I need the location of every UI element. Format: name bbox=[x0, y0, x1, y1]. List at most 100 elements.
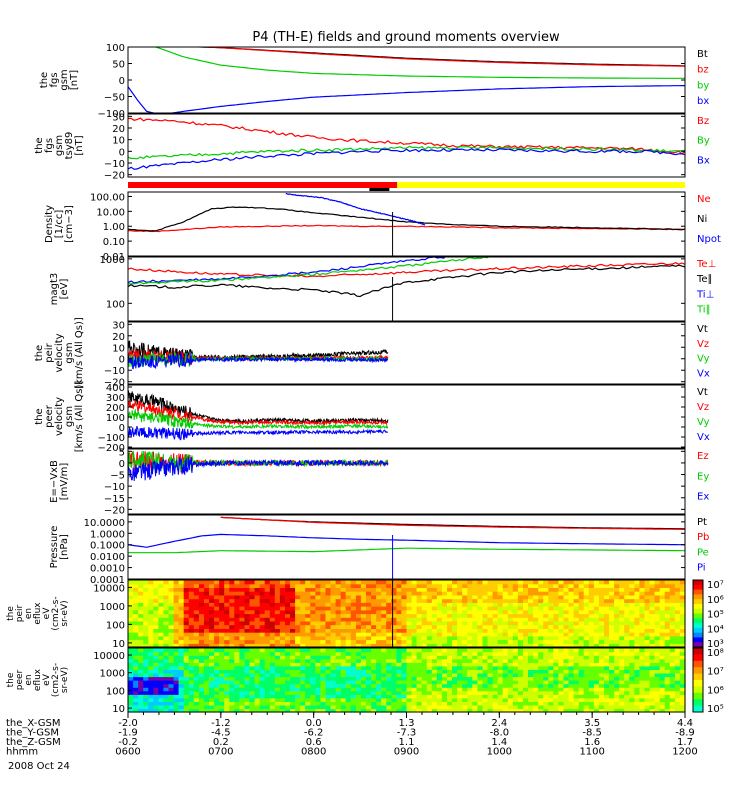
spec-cell bbox=[502, 665, 509, 670]
legend-peer_velocity-2: Vy bbox=[697, 417, 710, 428]
spec-cell bbox=[416, 594, 423, 600]
spec-cell bbox=[512, 617, 519, 622]
spec-cell bbox=[619, 624, 625, 629]
spec-cell bbox=[391, 708, 397, 713]
spec-cell bbox=[173, 643, 180, 648]
spec-cell bbox=[487, 687, 494, 692]
spec-cell bbox=[487, 632, 494, 637]
spec-cell bbox=[350, 648, 357, 653]
spec-cell bbox=[421, 651, 428, 656]
spec-cell bbox=[254, 662, 261, 667]
spec-cell bbox=[330, 639, 337, 644]
spec-cell bbox=[502, 617, 509, 622]
spec-cell bbox=[254, 606, 261, 611]
spec-cell bbox=[345, 580, 352, 585]
spec-cell bbox=[492, 606, 499, 611]
spec-cell bbox=[538, 662, 544, 667]
spec-cell bbox=[219, 617, 225, 622]
spec-cell bbox=[619, 655, 625, 660]
spec-cell bbox=[355, 648, 362, 653]
spec-cell bbox=[325, 609, 332, 615]
spec-cell bbox=[320, 662, 327, 667]
spec-cell bbox=[462, 672, 468, 678]
spec-cell bbox=[401, 583, 408, 588]
spec-cell bbox=[133, 606, 139, 611]
spec-cell bbox=[193, 662, 200, 667]
spec-cell bbox=[583, 651, 590, 656]
spec-cell bbox=[406, 669, 413, 674]
spec-cell bbox=[214, 632, 220, 637]
spec-cell bbox=[436, 655, 443, 660]
spec-cell bbox=[477, 683, 484, 688]
spec-cell bbox=[624, 580, 630, 585]
spec-cell bbox=[436, 683, 443, 688]
colorbar-cell bbox=[693, 642, 703, 648]
spec-cell bbox=[452, 665, 458, 670]
spec-cell bbox=[320, 665, 327, 670]
colorbar-label-peir_en_eflux-0: 10⁷ bbox=[707, 580, 724, 591]
spec-cell bbox=[654, 680, 661, 685]
spec-cell bbox=[431, 648, 438, 653]
spec-cell bbox=[386, 655, 392, 660]
spec-cell bbox=[128, 676, 134, 681]
spec-cell bbox=[679, 687, 686, 692]
spec-cell bbox=[649, 613, 656, 618]
ylabel-line-fgs_gsm_sub-4: [nT] bbox=[74, 135, 85, 155]
spec-cell bbox=[320, 708, 327, 713]
spec-cell bbox=[330, 683, 337, 688]
spec-cell bbox=[168, 708, 175, 713]
spec-cell bbox=[497, 665, 504, 670]
spec-cell bbox=[578, 655, 585, 660]
spec-cell bbox=[679, 690, 686, 695]
spec-cell bbox=[578, 697, 585, 702]
spec-cell bbox=[198, 669, 205, 674]
spec-cell bbox=[512, 669, 519, 674]
spec-cell bbox=[573, 676, 580, 681]
spec-cell bbox=[381, 606, 387, 611]
spec-cell bbox=[153, 583, 159, 588]
spec-cell bbox=[573, 665, 580, 670]
ylabel-line-peer_velocity-2: velocity bbox=[54, 397, 65, 436]
spec-cell bbox=[300, 648, 306, 653]
spec-cell bbox=[538, 628, 544, 633]
spec-cell bbox=[224, 690, 230, 695]
spec-cell bbox=[472, 639, 478, 644]
spec-cell bbox=[315, 609, 322, 615]
spec-cell bbox=[178, 643, 185, 648]
spec-cell bbox=[133, 639, 139, 644]
spec-cell bbox=[593, 580, 600, 585]
spec-cell bbox=[436, 620, 443, 626]
spec-cell bbox=[188, 655, 195, 660]
spec-cell bbox=[178, 617, 185, 622]
ylabel-line-fgs_gsm-3: [nT] bbox=[69, 70, 80, 90]
spec-cell bbox=[128, 672, 134, 678]
spec-cell bbox=[198, 643, 205, 648]
spec-ylabel-line-peir_en_eflux-2: en bbox=[24, 608, 34, 619]
spec-cell bbox=[401, 587, 408, 592]
spec-cell bbox=[244, 587, 251, 592]
spec-cell bbox=[249, 620, 256, 626]
spec-cell bbox=[452, 628, 458, 633]
spec-cell bbox=[229, 617, 235, 622]
spec-cell bbox=[533, 648, 539, 653]
spec-cell bbox=[209, 694, 215, 699]
spec-cell bbox=[426, 694, 433, 699]
spec-cell bbox=[512, 591, 519, 596]
spec-cell bbox=[411, 583, 418, 588]
spec-cell bbox=[315, 591, 322, 596]
spec-cell bbox=[588, 643, 595, 648]
spec-cell bbox=[593, 680, 600, 685]
spec-cell bbox=[285, 680, 291, 685]
spec-cell bbox=[553, 580, 559, 585]
spec-cell bbox=[533, 620, 539, 626]
spec-cell bbox=[204, 643, 210, 648]
spec-cell bbox=[143, 594, 149, 600]
spec-cell bbox=[178, 672, 185, 678]
spec-cell bbox=[548, 672, 554, 678]
spec-cell bbox=[330, 672, 337, 678]
spec-cell bbox=[512, 648, 519, 653]
spec-cell bbox=[664, 639, 671, 644]
spec-cell bbox=[502, 648, 509, 653]
spec-cell bbox=[234, 658, 240, 663]
spec-cell bbox=[588, 701, 595, 706]
